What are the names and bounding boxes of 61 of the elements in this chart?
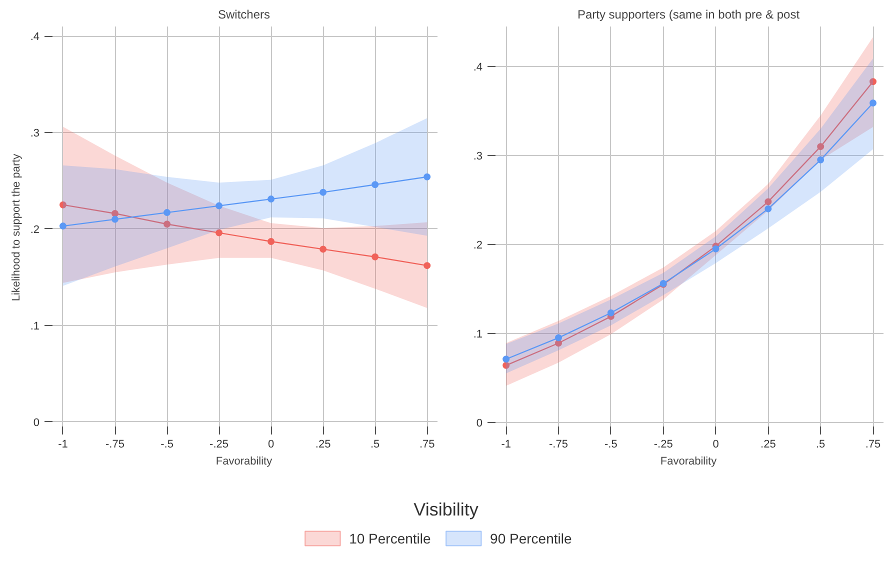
x-tick-label: .75	[419, 438, 435, 450]
y-tick-label: .1	[30, 320, 40, 332]
point	[764, 198, 772, 206]
y-tick-label: 0	[476, 417, 483, 430]
y-tick-label: .2	[30, 224, 40, 236]
point	[112, 216, 118, 223]
point	[870, 78, 877, 86]
point	[764, 205, 772, 212]
point	[817, 143, 824, 150]
x-tick-label: -.25	[654, 438, 673, 450]
x-tick-label: .25	[315, 438, 331, 450]
point	[59, 222, 66, 230]
point	[817, 156, 824, 164]
x-tick-label: .25	[760, 438, 776, 450]
chart-title: Party supporters (same in both pre & post	[577, 8, 800, 22]
point	[555, 334, 562, 342]
y-tick-label: 0	[33, 416, 40, 429]
point	[216, 202, 223, 210]
point	[268, 196, 275, 203]
point	[502, 362, 510, 369]
x-tick-label: 0	[712, 438, 719, 450]
x-tick-label: -.75	[106, 438, 124, 450]
x-tick-label: -.5	[160, 438, 174, 450]
point	[607, 309, 614, 316]
point	[712, 245, 720, 252]
point	[372, 181, 379, 188]
point	[424, 262, 431, 270]
y-tick-label: .4	[30, 31, 40, 44]
point	[59, 201, 66, 208]
y-tick-label: .3	[30, 128, 40, 140]
x-tick-label: .5	[370, 438, 380, 450]
legend-label: 90 Percentile	[490, 530, 572, 546]
point	[320, 188, 327, 196]
x-tick-label: -.75	[549, 438, 568, 450]
point	[372, 253, 379, 260]
x-tick-label: -1	[58, 438, 68, 450]
point	[164, 209, 171, 216]
x-tick-label: -.25	[210, 438, 229, 450]
y-axis-title: Likelihood to support the party	[10, 153, 22, 302]
point	[320, 246, 327, 253]
x-tick-label: 0	[268, 438, 274, 450]
point	[424, 173, 431, 180]
y-tick-label: .2	[473, 239, 483, 252]
y-tick-label: .3	[473, 150, 483, 162]
x-tick-label: -.5	[604, 438, 618, 450]
x-axis-title: Favorability	[660, 456, 718, 468]
chart-title: Switchers	[218, 8, 270, 22]
x-tick-label: .5	[816, 438, 826, 450]
point	[112, 210, 118, 218]
point	[502, 356, 510, 363]
y-tick-label: .1	[473, 328, 483, 340]
point	[216, 229, 223, 236]
legend-label: 10 Percentile	[349, 530, 432, 546]
y-tick-label: .4	[473, 62, 483, 74]
x-axis-title: Favorability	[216, 456, 273, 468]
point	[870, 99, 877, 106]
point	[164, 220, 171, 228]
x-tick-label: .75	[865, 438, 881, 450]
legend-title: Visibility	[414, 500, 478, 520]
x-tick-label: -1	[501, 438, 511, 450]
point	[268, 238, 275, 245]
